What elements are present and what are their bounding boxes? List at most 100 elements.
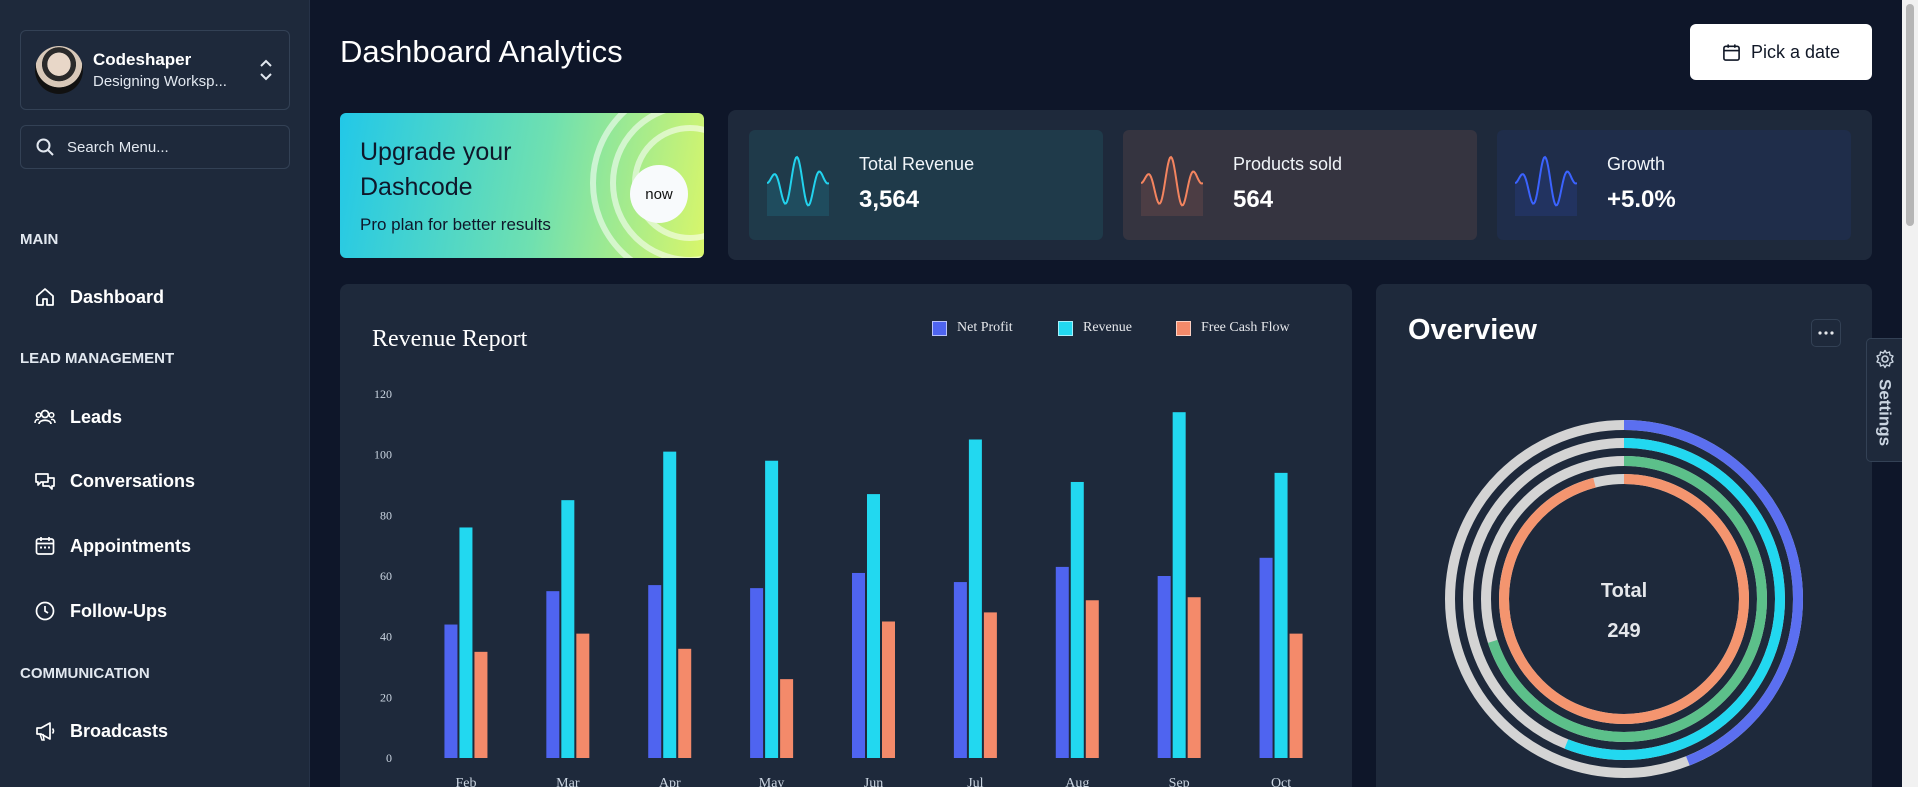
overview-title: Overview [1408, 314, 1537, 346]
section-label-main: MAIN [20, 231, 59, 248]
stat-label: Products sold [1233, 154, 1343, 174]
legend-item-net-profit[interactable]: Net Profit [932, 320, 1013, 336]
sidebar-item-conversations[interactable]: Conversations [20, 458, 290, 504]
stat-value: 3,564 [859, 186, 920, 213]
overview-radial-chart [1445, 420, 1803, 778]
sidebar-item-label: Leads [70, 406, 123, 427]
more-options-button[interactable] [1811, 319, 1841, 347]
gear-icon [1875, 349, 1894, 369]
sidebar-item-label: Appointments [70, 535, 191, 556]
bar-free-cash-flow[interactable] [780, 679, 794, 758]
sidebar-item-leads[interactable]: Leads [20, 394, 290, 440]
legend-item-revenue[interactable]: Revenue [1058, 320, 1132, 336]
x-tick-label: Oct [1271, 776, 1291, 787]
x-tick-label: Sep [1169, 776, 1190, 787]
bar-free-cash-flow[interactable] [1085, 600, 1099, 758]
bar-revenue[interactable] [968, 439, 982, 759]
bar-net-profit[interactable] [546, 591, 560, 758]
stat-value: 564 [1233, 186, 1274, 213]
bar-free-cash-flow[interactable] [1187, 597, 1201, 758]
bar-net-profit[interactable] [1055, 566, 1069, 758]
search-icon [36, 138, 54, 156]
y-tick-label: 120 [374, 387, 392, 401]
chevron-up-down-icon [257, 56, 275, 84]
workspace-switcher[interactable]: Codeshaper Designing Worksp... [20, 30, 290, 110]
bar-free-cash-flow[interactable] [474, 651, 488, 758]
stat-card-products-sold: Products sold 564 [1123, 130, 1477, 240]
decorative-ring [590, 113, 704, 258]
pick-date-button[interactable]: Pick a date [1690, 24, 1872, 80]
sidebar-item-broadcasts[interactable]: Broadcasts [20, 708, 290, 754]
bar-net-profit[interactable] [750, 588, 764, 758]
x-tick-label: Apr [659, 776, 681, 787]
sidebar-item-appointments[interactable]: Appointments [20, 523, 290, 569]
bar-revenue[interactable] [1172, 412, 1186, 758]
bar-net-profit[interactable] [444, 624, 458, 758]
legend-swatch [932, 320, 947, 336]
sidebar-item-dashboard[interactable]: Dashboard [20, 274, 290, 320]
stat-card-growth: Growth +5.0% [1497, 130, 1851, 240]
bar-revenue[interactable] [1274, 472, 1288, 758]
bar-free-cash-flow[interactable] [1289, 633, 1303, 758]
revenue-report-card: 0 20 40 60 80 100 120 Feb Mar Apr May Jun Jul Aug Sep O… [340, 284, 1352, 787]
bar-net-profit[interactable] [1259, 557, 1273, 758]
legend-swatch [1176, 320, 1191, 336]
sparkline-icon [767, 155, 829, 216]
x-tick-label: May [759, 776, 785, 787]
x-tick-label: Jun [864, 776, 883, 787]
bar-net-profit[interactable] [953, 582, 967, 758]
pick-date-label: Pick a date [1750, 41, 1841, 62]
bar-revenue[interactable] [561, 500, 575, 758]
stat-label: Total Revenue [859, 154, 975, 174]
sparkline-area [767, 157, 829, 216]
x-tick-label: Jul [967, 776, 983, 787]
sidebar-item-label: Dashboard [70, 286, 165, 307]
bar-revenue[interactable] [867, 494, 880, 758]
bar-revenue[interactable] [1070, 481, 1084, 758]
legend-label: Free Cash Flow [1201, 320, 1290, 335]
upgrade-now-button[interactable]: now [630, 165, 688, 223]
y-tick-label: 100 [374, 448, 392, 462]
chat-icon [35, 473, 55, 490]
legend-label: Revenue [1083, 320, 1132, 335]
upgrade-title: Upgrade your Dashcode [360, 138, 512, 201]
bar-revenue[interactable] [765, 460, 779, 758]
sidebar-item-follow-ups[interactable]: Follow-Ups [20, 588, 290, 634]
legend-label: Net Profit [957, 320, 1013, 335]
ring-progress[interactable] [1445, 420, 1803, 778]
upgrade-card: Upgrade your Dashcode Pro plan for bette… [340, 113, 704, 258]
section-label-lead-management: LEAD MANAGEMENT [20, 350, 175, 367]
sidebar-item-label: Conversations [70, 470, 196, 491]
sparkline-line [767, 155, 829, 207]
scrollbar-thumb[interactable] [1906, 4, 1914, 226]
users-icon [34, 409, 56, 425]
bar-free-cash-flow[interactable] [576, 633, 590, 758]
bar-free-cash-flow[interactable] [882, 621, 895, 759]
ring-progress[interactable] [1463, 438, 1785, 760]
sparkline-area [1141, 157, 1203, 216]
sparkline-line [1515, 155, 1577, 207]
search-input[interactable] [67, 138, 267, 156]
bar-revenue[interactable] [663, 451, 677, 758]
bar-net-profit[interactable] [648, 585, 662, 758]
overview-card: Overview Total 249 [1376, 284, 1872, 787]
section-label-communication: COMMUNICATION [20, 665, 150, 682]
ring-progress[interactable] [1481, 456, 1767, 742]
bar-free-cash-flow[interactable] [678, 648, 692, 758]
bar-net-profit[interactable] [1157, 576, 1171, 758]
bar-free-cash-flow[interactable] [983, 612, 997, 758]
ring-progress[interactable] [1499, 474, 1749, 724]
y-tick-label: 40 [380, 630, 392, 644]
legend-item-free-cash-flow[interactable]: Free Cash Flow [1176, 320, 1290, 336]
calendar-icon [35, 537, 55, 555]
sidebar-item-label: Follow-Ups [70, 600, 167, 621]
stat-value: +5.0% [1607, 186, 1676, 213]
page-scrollbar[interactable] [1902, 0, 1918, 787]
bar-revenue[interactable] [459, 527, 473, 758]
settings-tab[interactable]: Settings [1866, 338, 1902, 462]
revenue-bar-chart: 0 20 40 60 80 100 120 Feb Mar Apr May Jun Jul Aug Sep O… [374, 387, 1303, 787]
donut-total-value: 249 [1607, 620, 1641, 642]
calendar-icon [1723, 43, 1740, 61]
bar-net-profit[interactable] [852, 572, 865, 758]
more-horizontal-icon [1818, 331, 1834, 335]
